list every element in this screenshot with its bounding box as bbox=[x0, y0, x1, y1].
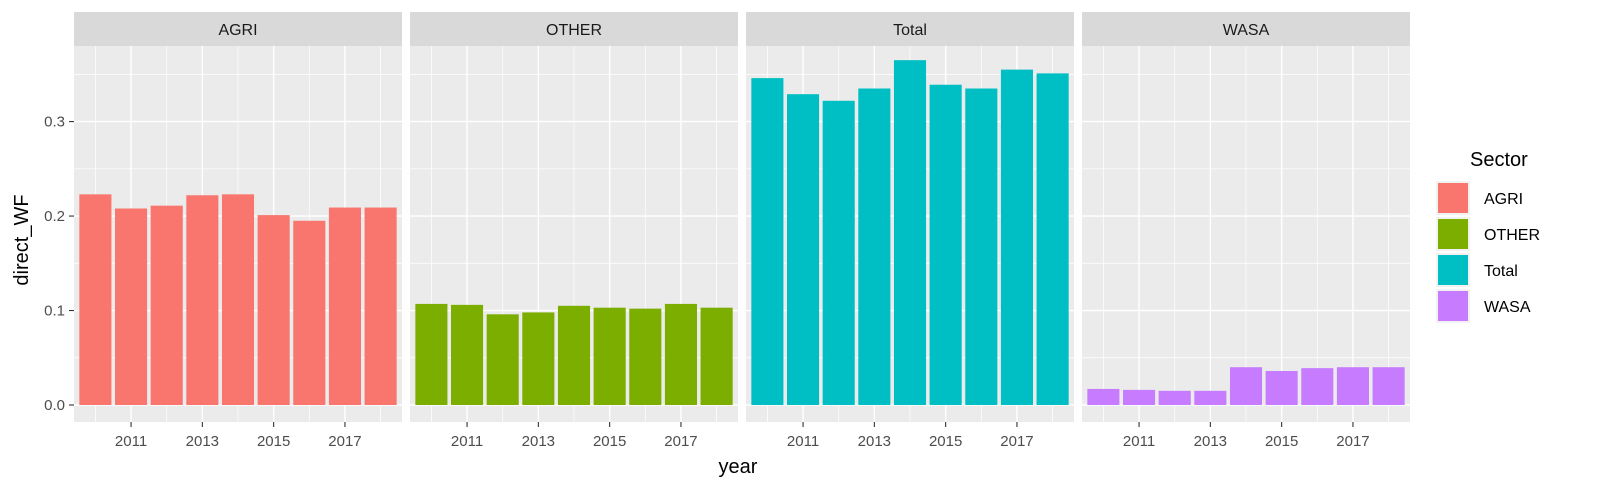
y-tick-label: 0.1 bbox=[44, 303, 65, 320]
facet-strip bbox=[410, 12, 738, 46]
facet-panels: AGRI 2011 2013 2015 2017 OTHER 2011 2013 2015 201… bbox=[74, 12, 1410, 450]
legend-item-wasa: WASA bbox=[1436, 289, 1531, 323]
facet-strip-label: AGRI bbox=[218, 22, 257, 39]
facet-strip-label: OTHER bbox=[546, 22, 602, 39]
legend-item-other: OTHER bbox=[1436, 217, 1540, 251]
legend-label: AGRI bbox=[1484, 191, 1523, 208]
x-tick-label: 2011 bbox=[115, 433, 147, 450]
y-tick-label: 0.2 bbox=[44, 208, 65, 225]
bar-total-2014 bbox=[893, 60, 927, 405]
bar-other-2016 bbox=[629, 308, 662, 405]
bar-total-2015 bbox=[929, 84, 962, 405]
facet-panel-agri: AGRI 2011 2013 2015 2017 bbox=[74, 12, 402, 450]
facet-strip-label: Total bbox=[893, 22, 927, 39]
x-tick-label: 2015 bbox=[593, 433, 626, 450]
bar-other-2015 bbox=[593, 307, 626, 405]
bar-total-2010 bbox=[751, 78, 784, 405]
bar-other-2011 bbox=[451, 304, 484, 405]
bar-other-2018 bbox=[700, 307, 733, 405]
x-tick-label: 2013 bbox=[186, 433, 219, 450]
bar-wasa-2011 bbox=[1123, 389, 1156, 405]
legend-swatch-total bbox=[1438, 255, 1468, 285]
x-tick-label: 2013 bbox=[858, 433, 891, 450]
bar-agri-2017 bbox=[328, 207, 361, 405]
facet-panel-other: OTHER 2011 2013 2015 2017 bbox=[410, 12, 738, 450]
legend-label: Total bbox=[1484, 263, 1518, 280]
bar-other-2014 bbox=[557, 305, 591, 405]
x-tick-label: 2011 bbox=[787, 433, 819, 450]
facet-strip bbox=[74, 12, 402, 46]
bar-wasa-2018 bbox=[1372, 367, 1405, 405]
x-tick-label: 2015 bbox=[1265, 433, 1298, 450]
x-tick-label: 2011 bbox=[1123, 433, 1155, 450]
x-tick-label: 2017 bbox=[328, 433, 361, 450]
bar-total-2018 bbox=[1036, 73, 1069, 405]
x-tick-label: 2015 bbox=[257, 433, 290, 450]
bar-total-2013 bbox=[858, 88, 891, 405]
bar-agri-2010 bbox=[79, 194, 112, 405]
x-tick-label: 2017 bbox=[664, 433, 697, 450]
x-tick-label: 2017 bbox=[1336, 433, 1369, 450]
bar-wasa-2016 bbox=[1301, 368, 1334, 405]
bar-wasa-2017 bbox=[1336, 367, 1369, 405]
legend-label: OTHER bbox=[1484, 227, 1540, 244]
facet-strip bbox=[1082, 12, 1410, 46]
bar-other-2013 bbox=[522, 312, 555, 405]
facet-panel-total: Total 2011 2013 2015 2017 bbox=[746, 12, 1074, 450]
bar-agri-2012 bbox=[150, 205, 183, 405]
bar-wasa-2013 bbox=[1194, 390, 1227, 405]
legend-item-agri: AGRI bbox=[1436, 181, 1523, 215]
y-tick-label: 0.3 bbox=[44, 114, 65, 131]
y-tick-label: 0.0 bbox=[44, 397, 65, 414]
bar-agri-2014 bbox=[221, 194, 255, 405]
bar-wasa-2012 bbox=[1158, 390, 1191, 405]
legend-title: Sector bbox=[1470, 149, 1528, 171]
bar-agri-2013 bbox=[186, 195, 219, 405]
facet-panel-wasa: WASA 2011 2013 2015 2017 bbox=[1082, 12, 1410, 450]
bar-agri-2011 bbox=[115, 208, 148, 405]
facet-strip bbox=[746, 12, 1074, 46]
bar-wasa-2014 bbox=[1229, 367, 1263, 405]
bar-total-2016 bbox=[965, 88, 998, 405]
x-tick-label: 2011 bbox=[451, 433, 483, 450]
bar-other-2010 bbox=[415, 303, 448, 405]
x-tick-label: 2013 bbox=[522, 433, 555, 450]
x-tick-label: 2015 bbox=[929, 433, 962, 450]
bar-agri-2016 bbox=[293, 220, 326, 405]
bar-other-2012 bbox=[486, 314, 519, 405]
facet-strip-label: WASA bbox=[1223, 22, 1270, 39]
x-axis-title: year bbox=[719, 456, 758, 478]
x-tick-label: 2017 bbox=[1000, 433, 1033, 450]
y-axis: 0.0 0.1 0.2 0.3 bbox=[44, 114, 74, 414]
bar-total-2011 bbox=[787, 94, 820, 405]
bar-agri-2015 bbox=[257, 215, 290, 405]
legend-swatch-agri bbox=[1438, 183, 1468, 213]
bar-total-2012 bbox=[822, 100, 855, 405]
legend-swatch-other bbox=[1438, 219, 1468, 249]
legend-items: AGRI OTHER Total WASA bbox=[1436, 181, 1540, 323]
x-tick-label: 2013 bbox=[1194, 433, 1227, 450]
y-axis-title: direct_WF bbox=[11, 194, 33, 285]
legend: Sector AGRI OTHER Total WASA bbox=[1436, 149, 1540, 323]
bar-total-2017 bbox=[1000, 69, 1033, 405]
bar-agri-2018 bbox=[364, 207, 397, 405]
bar-wasa-2010 bbox=[1087, 388, 1120, 405]
bar-other-2017 bbox=[664, 303, 697, 405]
legend-label: WASA bbox=[1484, 299, 1531, 316]
bar-wasa-2015 bbox=[1265, 370, 1298, 405]
legend-item-total: Total bbox=[1436, 253, 1518, 287]
legend-swatch-wasa bbox=[1438, 291, 1468, 321]
